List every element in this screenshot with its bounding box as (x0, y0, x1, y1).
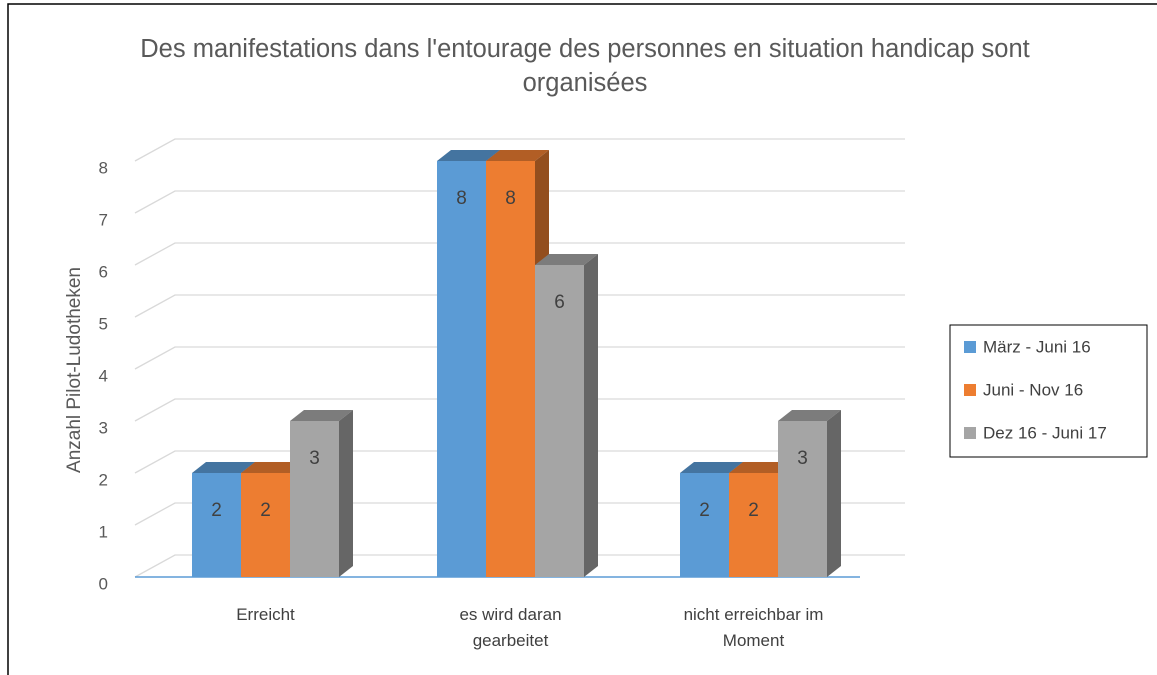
y-axis-label: Anzahl Pilot-Ludotheken (64, 267, 85, 473)
data-label: 6 (554, 292, 565, 313)
legend-swatch (964, 341, 976, 353)
data-label: 8 (456, 188, 467, 209)
bar-top (486, 150, 549, 161)
bar-side (584, 254, 598, 577)
bar-top (192, 462, 255, 473)
grid-line (134, 502, 905, 526)
bar (486, 161, 535, 577)
frame (7, 3, 1157, 675)
grid-line (134, 190, 905, 214)
bar-side (339, 410, 353, 577)
bar (680, 473, 729, 577)
legend-box (949, 324, 1148, 458)
data-label: 8 (505, 188, 516, 209)
data-label: 3 (797, 448, 808, 469)
grid-line (134, 138, 905, 162)
bar-side (827, 410, 841, 577)
legend-label: März - Juni 16 (983, 337, 1091, 356)
bar (535, 265, 584, 577)
grid-line (134, 450, 905, 474)
legend-swatch (964, 427, 976, 439)
grid-line (134, 242, 905, 266)
y-tick-label: 5 (99, 314, 108, 333)
y-tick-label: 8 (99, 158, 108, 177)
y-tick-label: 4 (99, 366, 108, 385)
bar-top (241, 462, 304, 473)
data-label: 2 (260, 500, 271, 521)
bar (437, 161, 486, 577)
bar (729, 473, 778, 577)
y-tick-label: 0 (99, 574, 108, 593)
y-tick-label: 2 (99, 470, 108, 489)
legend-label: Juni - Nov 16 (983, 380, 1083, 399)
chart-title: Des manifestations dans l'entourage des … (140, 35, 1030, 97)
legend-swatch (964, 384, 976, 396)
bar-top (437, 150, 500, 161)
y-tick-label: 7 (99, 210, 108, 229)
bar (290, 421, 339, 577)
y-tick-label: 1 (99, 522, 108, 541)
bar (192, 473, 241, 577)
data-label: 3 (309, 448, 320, 469)
bar (241, 473, 290, 577)
y-tick-label: 6 (99, 262, 108, 281)
grid-line (134, 346, 905, 370)
legend-label: Dez 16 - Juni 17 (983, 423, 1107, 442)
x-tick-label: nicht erreichbar im Moment (683, 605, 824, 650)
grid-line (134, 398, 905, 422)
x-tick-label: es wird daran gearbeitet (459, 605, 562, 650)
data-label: 2 (211, 500, 222, 521)
data-label: 2 (699, 500, 710, 521)
grid-line (134, 294, 905, 318)
bar-top (535, 254, 598, 265)
bar-top (778, 410, 841, 421)
x-tick-label: Erreicht (236, 605, 295, 624)
grid-line (134, 554, 905, 578)
data-label: 2 (748, 500, 759, 521)
y-tick-label: 3 (99, 418, 108, 437)
bar-top (729, 462, 792, 473)
bar-top (290, 410, 353, 421)
bar-top (680, 462, 743, 473)
bar (778, 421, 827, 577)
